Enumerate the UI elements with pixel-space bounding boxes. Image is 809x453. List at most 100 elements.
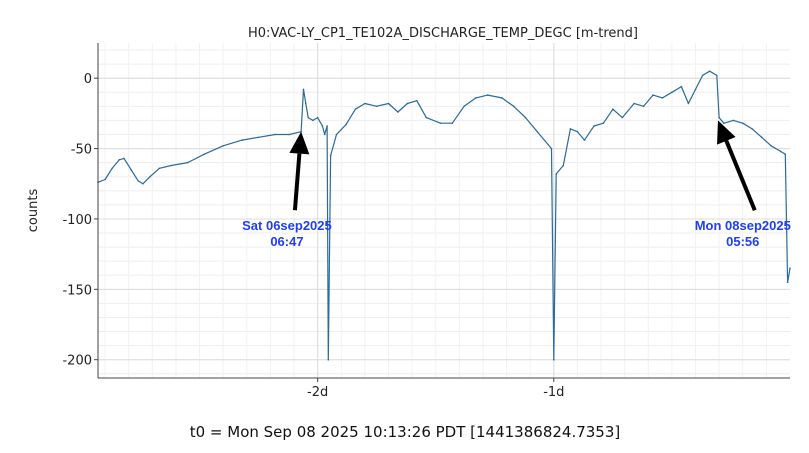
data-point bbox=[732, 119, 735, 122]
data-point bbox=[708, 70, 711, 72]
data-point bbox=[701, 74, 704, 77]
annotation-arrow-head bbox=[289, 131, 310, 155]
data-point bbox=[451, 122, 454, 124]
x-ticks: -2d -1d bbox=[307, 378, 564, 400]
data-point bbox=[486, 94, 489, 96]
data-point bbox=[642, 105, 645, 108]
data-point bbox=[327, 358, 330, 361]
data-point bbox=[274, 133, 276, 136]
y-tick-label: -50 bbox=[71, 143, 92, 158]
annotation-time: 06:47 bbox=[270, 234, 303, 249]
data-point bbox=[760, 136, 763, 139]
data-point bbox=[593, 125, 595, 127]
data-point bbox=[416, 99, 418, 102]
data-point bbox=[694, 88, 697, 91]
data-point bbox=[555, 173, 557, 175]
data-point bbox=[186, 161, 189, 164]
data-point bbox=[501, 97, 503, 99]
data-point bbox=[742, 122, 744, 124]
series-layer bbox=[97, 70, 791, 361]
data-point bbox=[137, 180, 139, 182]
data-point bbox=[770, 145, 772, 147]
annotation-date: Mon 08sep2025 bbox=[695, 218, 791, 233]
annotation-date: Sat 06sep2025 bbox=[242, 218, 332, 233]
x-tick-label: -1d bbox=[543, 385, 564, 400]
annotation-arrow-shaft bbox=[292, 153, 302, 211]
y-ticks: 0 -50 -100 -150 -200 bbox=[62, 72, 98, 369]
data-point bbox=[779, 150, 782, 153]
x-tick-label: -2d bbox=[307, 385, 328, 400]
data-point bbox=[671, 91, 673, 94]
data-point bbox=[687, 102, 690, 105]
data-point bbox=[203, 153, 206, 155]
annotation-arrow-head bbox=[717, 120, 736, 145]
data-point bbox=[751, 128, 753, 130]
y-tick-label: -100 bbox=[62, 213, 92, 228]
data-point bbox=[784, 153, 787, 155]
data-point bbox=[562, 164, 565, 167]
data-point bbox=[170, 164, 172, 167]
data-point bbox=[718, 116, 720, 119]
data-point bbox=[323, 133, 326, 136]
data-point bbox=[222, 145, 224, 147]
data-point bbox=[716, 74, 718, 77]
data-point bbox=[661, 97, 664, 99]
data-point bbox=[576, 130, 579, 133]
data-point bbox=[789, 267, 791, 270]
y-tick-label: -200 bbox=[62, 354, 92, 369]
major-grid bbox=[98, 43, 790, 378]
y-tick-label: 0 bbox=[84, 72, 92, 87]
data-point bbox=[354, 108, 357, 110]
data-point bbox=[652, 94, 654, 96]
data-point bbox=[612, 108, 614, 110]
data-point bbox=[397, 111, 399, 113]
data-point bbox=[149, 175, 151, 178]
data-point bbox=[118, 159, 121, 161]
annotation-time: 05:56 bbox=[726, 234, 759, 249]
data-point bbox=[375, 105, 378, 108]
data-point bbox=[553, 358, 555, 361]
data-point bbox=[158, 167, 161, 170]
data-point bbox=[316, 116, 319, 119]
data-point bbox=[307, 116, 310, 119]
data-point bbox=[387, 102, 390, 105]
data-point bbox=[345, 123, 347, 126]
data-point bbox=[723, 122, 725, 124]
data-point bbox=[786, 281, 789, 284]
data-point bbox=[329, 154, 332, 157]
data-point bbox=[583, 139, 586, 141]
data-point bbox=[512, 105, 515, 108]
y-axis-label: counts bbox=[26, 189, 41, 233]
data-point bbox=[257, 136, 260, 139]
data-point bbox=[241, 139, 243, 141]
x-axis-label: t0 = Mon Sep 08 2025 10:13:26 PDT [14413… bbox=[190, 423, 621, 441]
data-point bbox=[321, 125, 324, 127]
data-point bbox=[406, 102, 409, 105]
data-point bbox=[335, 133, 338, 136]
data-point bbox=[104, 178, 106, 181]
data-point bbox=[312, 119, 314, 122]
data-point bbox=[463, 105, 465, 108]
data-point bbox=[569, 128, 572, 130]
data-point bbox=[425, 116, 428, 119]
data-point bbox=[439, 122, 442, 124]
data-point bbox=[633, 102, 635, 105]
data-point bbox=[364, 102, 366, 105]
y-tick-label: -150 bbox=[62, 283, 92, 298]
data-point bbox=[302, 88, 305, 91]
data-point bbox=[111, 167, 113, 170]
data-point bbox=[602, 122, 605, 124]
data-point bbox=[123, 157, 125, 160]
data-point bbox=[326, 125, 328, 127]
data-point bbox=[550, 147, 553, 150]
data-point bbox=[524, 116, 527, 119]
data-point bbox=[305, 102, 307, 105]
data-point bbox=[130, 168, 132, 171]
data-point bbox=[475, 97, 477, 99]
chart-title: H0:VAC-LY_CP1_TE102A_DISCHARGE_TEMP_DEGC… bbox=[248, 26, 638, 41]
data-point bbox=[288, 133, 291, 136]
data-point bbox=[680, 85, 683, 88]
